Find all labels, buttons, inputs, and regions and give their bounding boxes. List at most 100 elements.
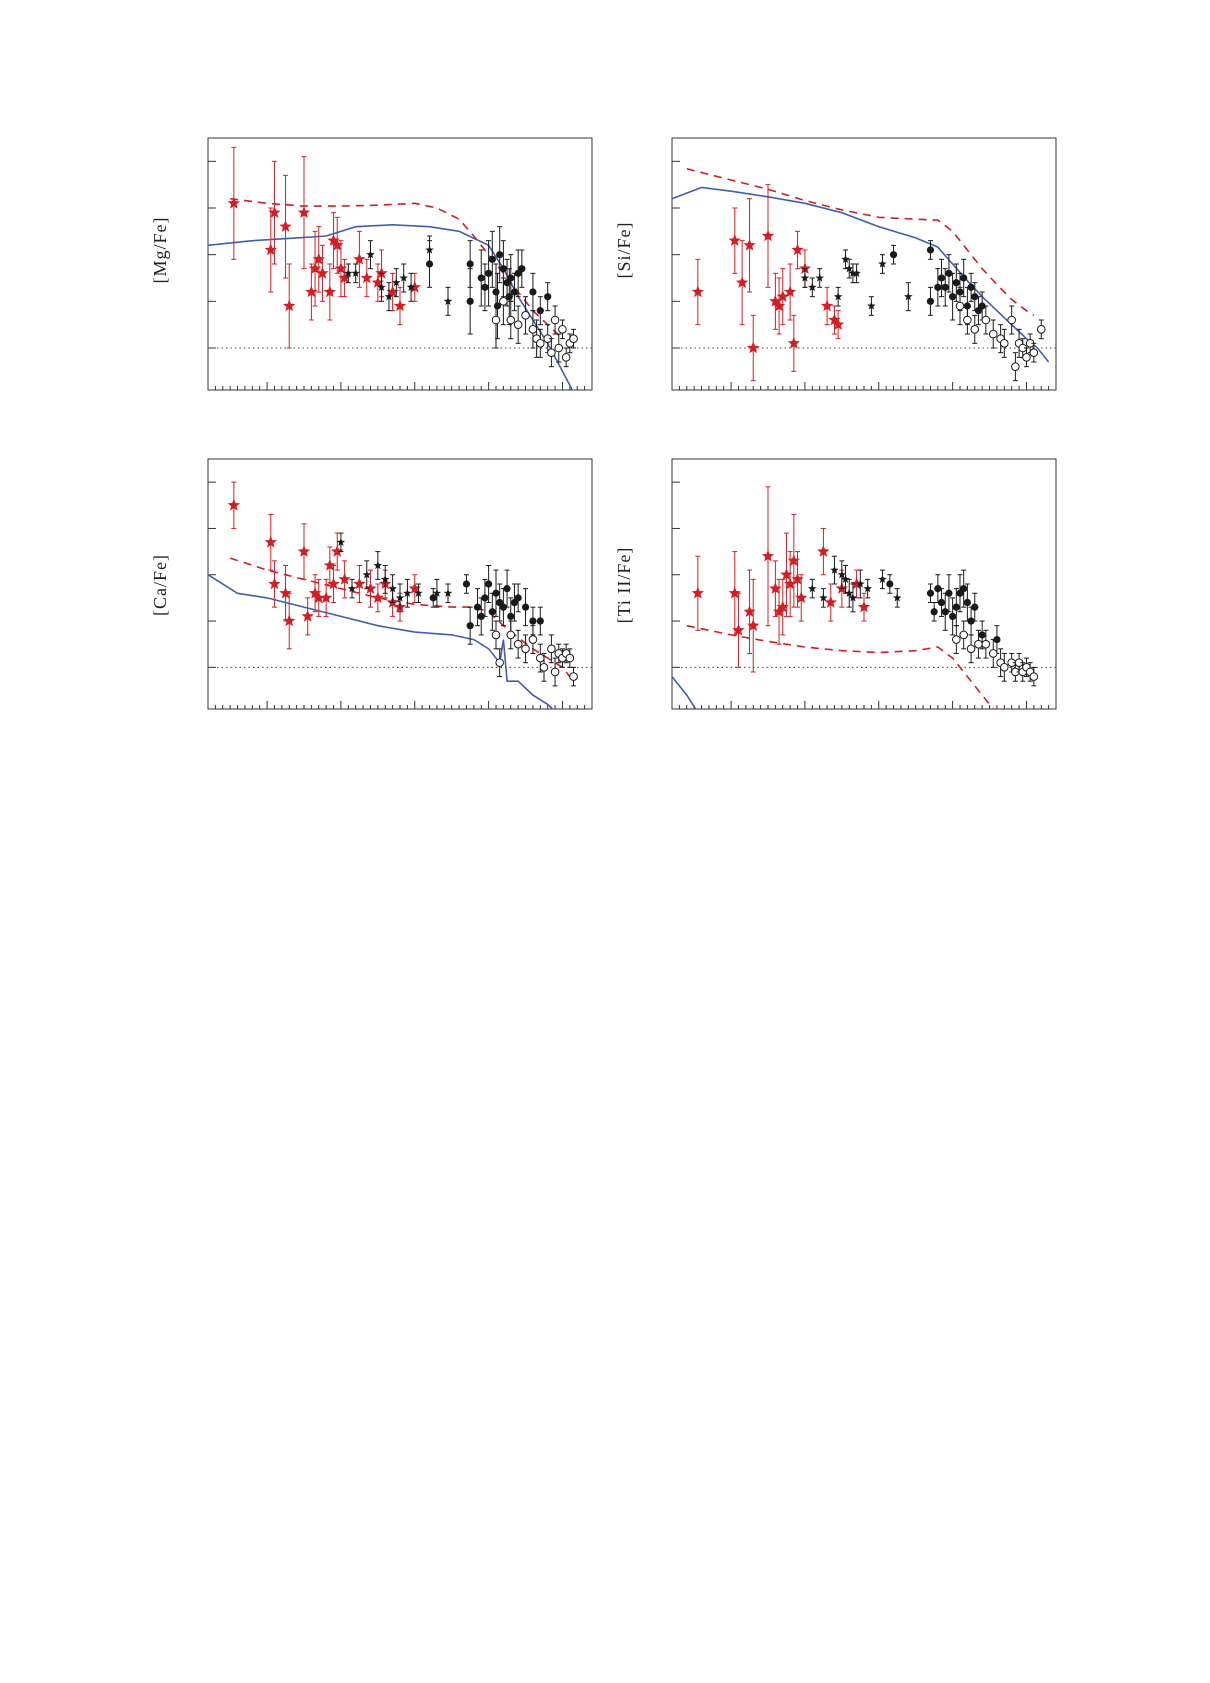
- data-point-star-red: [791, 572, 804, 585]
- data-point-filled-circle: [466, 622, 474, 630]
- data-point-filled-circle: [477, 274, 485, 282]
- data-point-star-red: [331, 238, 344, 251]
- data-point-open-circle: [1029, 672, 1039, 681]
- data-point-star-black: [845, 588, 854, 597]
- data-point-open-circle: [955, 301, 965, 311]
- data-point-open-circle: [491, 315, 501, 325]
- data-point-star-black: [336, 537, 346, 546]
- data-point-star-black: [366, 250, 375, 259]
- data-point-star-red: [795, 591, 808, 604]
- data-point-open-circle: [1000, 339, 1009, 348]
- data-point-star-red: [798, 262, 812, 274]
- data-point-filled-circle: [960, 585, 968, 593]
- data-point-filled-circle: [496, 251, 504, 259]
- data-point-filled-circle: [481, 283, 489, 291]
- plot-area: [208, 481, 592, 709]
- data-point-star-red: [761, 549, 775, 562]
- data-point-star-red: [408, 582, 421, 594]
- model-curve-solid: [672, 676, 697, 709]
- data-point-star-black: [845, 264, 854, 273]
- data-point-star-red: [787, 336, 800, 349]
- data-point-filled-circle: [937, 274, 946, 282]
- data-point-star-red: [769, 582, 782, 594]
- data-point-open-circle: [981, 639, 991, 649]
- data-point-open-circle: [966, 644, 976, 654]
- data-point-star-black: [443, 296, 453, 305]
- data-point-star-red: [776, 290, 789, 302]
- data-point-filled-circle: [971, 293, 979, 301]
- data-point-star-red: [279, 586, 292, 599]
- data-point-filled-circle: [529, 617, 537, 625]
- data-point-filled-circle: [499, 603, 507, 611]
- data-point-open-circle: [561, 353, 571, 362]
- data-point-star-red: [264, 535, 277, 548]
- data-point-filled-circle: [886, 580, 894, 588]
- data-point-star-black: [432, 588, 442, 597]
- data-point-star-black: [384, 292, 394, 301]
- data-point-star-black: [344, 268, 353, 277]
- data-point-star-red: [772, 299, 786, 312]
- data-point-filled-circle: [462, 580, 471, 588]
- plot-area: [672, 168, 1056, 382]
- data-point-open-circle: [536, 339, 545, 348]
- data-point-filled-circle: [926, 246, 935, 254]
- data-point-star-black: [443, 588, 453, 597]
- data-point-star-red: [323, 285, 336, 298]
- data-point-star-black: [852, 268, 861, 277]
- data-point-open-circle: [536, 653, 545, 663]
- data-point-open-circle: [550, 667, 560, 677]
- data-point-star-red: [747, 341, 760, 354]
- data-point-star-black: [395, 593, 405, 602]
- data-point-star-red: [743, 238, 756, 251]
- data-point-filled-circle: [521, 603, 530, 611]
- data-point-open-circle: [569, 334, 578, 343]
- data-point-star-red: [320, 591, 333, 604]
- data-point-star-black: [856, 579, 865, 588]
- data-point-star-black: [893, 593, 902, 602]
- data-point-filled-circle: [949, 612, 957, 621]
- data-point-star-black: [381, 574, 390, 583]
- data-point-star-red: [360, 271, 373, 284]
- data-point-open-circle: [491, 630, 501, 640]
- data-point-star-red: [408, 280, 421, 293]
- data-point-star-red: [264, 243, 277, 256]
- data-point-open-circle: [1000, 663, 1009, 672]
- data-point-star-red: [297, 206, 311, 218]
- data-point-star-red: [312, 591, 325, 604]
- data-point-star-red: [268, 206, 281, 218]
- data-point-filled-circle: [507, 274, 515, 282]
- data-point-star-red: [279, 220, 292, 232]
- data-point-filled-circle: [937, 598, 946, 607]
- data-point-filled-circle: [536, 307, 544, 315]
- data-point-filled-circle: [499, 265, 507, 273]
- data-point-star-red: [364, 582, 377, 594]
- data-point-filled-circle: [473, 603, 482, 611]
- data-point-open-circle: [554, 343, 564, 353]
- data-point-filled-circle: [466, 260, 474, 268]
- data-point-star-red: [301, 609, 314, 622]
- mg-fe-axis-label: [Mg/Fe]: [150, 217, 170, 284]
- si-fe-axis-label: [Si/Fe]: [614, 221, 634, 278]
- data-point-open-circle: [513, 639, 523, 649]
- ti-ii-fe-panel: [Ti II/Fe]: [614, 458, 1057, 710]
- data-point-star-black: [867, 301, 876, 310]
- plot-frame: [207, 137, 593, 391]
- data-point-open-circle: [988, 649, 998, 658]
- data-point-open-circle: [988, 329, 998, 339]
- data-point-star-red: [732, 623, 745, 636]
- data-point-filled-circle: [503, 585, 511, 593]
- model-curve-solid: [208, 223, 574, 390]
- data-point-open-circle: [506, 315, 516, 325]
- data-point-star-red: [323, 559, 336, 571]
- data-point-star-red: [305, 285, 318, 298]
- data-point-star-red: [743, 605, 756, 617]
- data-point-open-circle: [521, 644, 530, 654]
- data-point-star-red: [353, 252, 366, 265]
- data-point-open-circle: [959, 630, 968, 640]
- data-point-star-red: [728, 234, 741, 246]
- data-point-filled-circle: [926, 589, 935, 597]
- data-point-open-circle: [1022, 353, 1031, 362]
- data-point-filled-circle: [507, 612, 515, 621]
- data-point-filled-circle: [425, 260, 434, 268]
